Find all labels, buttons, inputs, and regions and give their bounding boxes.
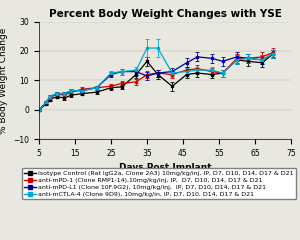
Y-axis label: % Body Weight Change: % Body Weight Change [0, 27, 8, 134]
X-axis label: Days Post Implant: Days Post Implant [119, 163, 211, 173]
Title: Percent Body Weight Changes with YSE: Percent Body Weight Changes with YSE [49, 9, 281, 19]
Legend: Isotype Control (Rat IgG2a, Clone 2A3) 10mg/kg/inj, IP, D7, D10, D14, D17 & D21,: Isotype Control (Rat IgG2a, Clone 2A3) 1… [22, 168, 296, 199]
